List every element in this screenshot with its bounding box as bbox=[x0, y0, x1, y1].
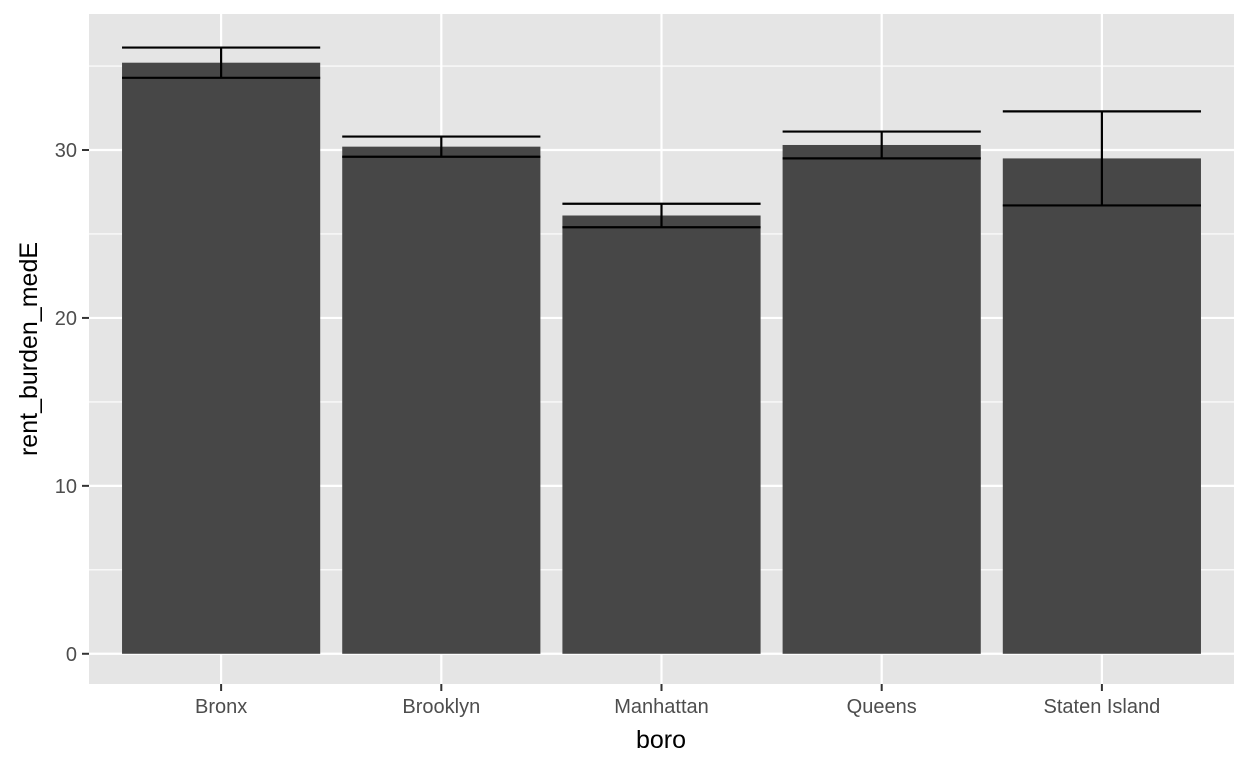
bar-manhattan bbox=[562, 215, 761, 654]
bars bbox=[122, 62, 1201, 654]
x-tick-label: Manhattan bbox=[614, 696, 709, 718]
x-tick-label: Queens bbox=[847, 696, 917, 718]
bar-brooklyn bbox=[342, 146, 541, 654]
bar-queens bbox=[782, 144, 981, 654]
y-axis: 0 10 20 30 bbox=[55, 140, 89, 666]
bar-bronx bbox=[122, 62, 321, 654]
y-tick-label: 0 bbox=[66, 644, 77, 666]
bar-staten-island bbox=[1002, 158, 1201, 654]
x-axis: Bronx Brooklyn Manhattan Queens Staten Islan… bbox=[195, 684, 1160, 718]
errorbar-bronx bbox=[122, 46, 321, 79]
errorbar-manhattan bbox=[562, 202, 761, 229]
y-tick-label: 20 bbox=[55, 308, 77, 330]
y-axis-title: rent_burden_medE bbox=[15, 242, 43, 456]
y-tick-label: 30 bbox=[55, 140, 77, 162]
errorbar-brooklyn bbox=[342, 135, 541, 158]
x-tick-label: Brooklyn bbox=[402, 696, 480, 718]
x-axis-title: boro bbox=[636, 726, 686, 754]
error-bars bbox=[122, 46, 1201, 229]
errorbar-staten-island bbox=[1002, 110, 1201, 207]
y-tick-label: 10 bbox=[55, 476, 77, 498]
x-tick-label: Staten Island bbox=[1044, 696, 1161, 718]
x-tick-label: Bronx bbox=[195, 696, 247, 718]
errorbar-queens bbox=[782, 130, 981, 160]
